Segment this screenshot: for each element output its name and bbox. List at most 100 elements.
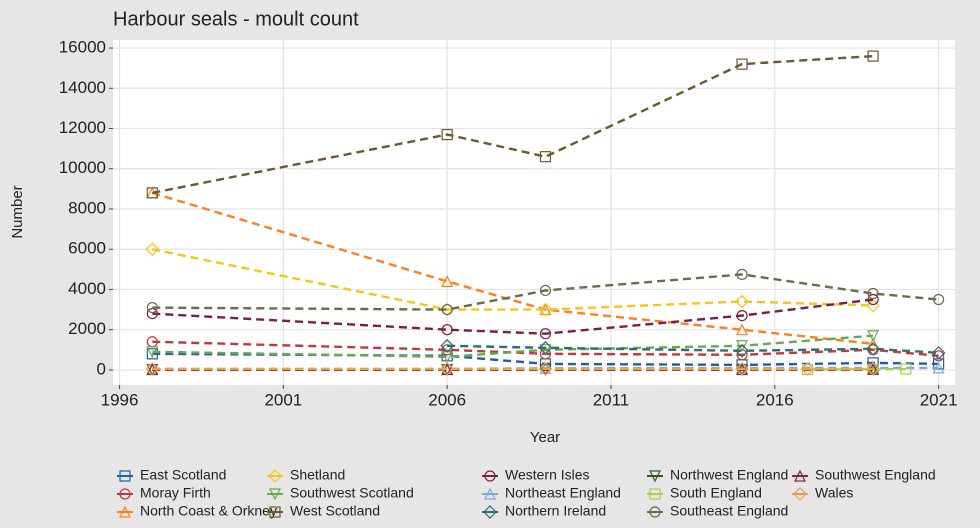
series-line [152, 366, 939, 371]
point [484, 487, 496, 500]
legend-label: West Scotland [290, 503, 380, 519]
point [440, 338, 455, 353]
point [146, 346, 159, 359]
legend-label: Northwest England [670, 467, 788, 483]
point [736, 323, 749, 336]
point [146, 301, 158, 314]
point [146, 187, 158, 199]
point [268, 469, 282, 483]
y-tick-label: 16000 [59, 38, 106, 57]
legend-label: East Scotland [140, 467, 226, 483]
point [867, 337, 880, 350]
y-tick-label: 2000 [68, 319, 106, 338]
y-tick-label: 4000 [68, 279, 106, 298]
point [484, 470, 496, 482]
point [649, 506, 661, 518]
y-tick-label: 10000 [59, 158, 106, 177]
series-line [152, 54, 874, 195]
series-line [447, 344, 939, 354]
x-tick-label: 2001 [264, 390, 302, 409]
plot-panel [113, 40, 955, 385]
x-tick-label: 2006 [428, 390, 466, 409]
point [145, 362, 160, 376]
point [932, 361, 945, 374]
point [735, 294, 749, 309]
legend-label: Moray Firth [140, 485, 211, 501]
legend-label: Northeast England [505, 485, 621, 501]
point [119, 470, 131, 482]
legend-label: Shetland [290, 467, 345, 483]
x-tick-label: 1996 [101, 390, 139, 409]
point [145, 242, 160, 257]
point [440, 362, 455, 376]
point [119, 488, 131, 500]
series-line [151, 191, 874, 345]
series-line [152, 334, 874, 359]
point [649, 470, 661, 483]
point [441, 324, 453, 336]
point [867, 330, 880, 343]
point [793, 487, 807, 501]
x-tick-label: 2021 [920, 390, 958, 409]
point [539, 344, 552, 357]
point [649, 488, 661, 500]
legend-label: South England [670, 485, 762, 501]
x-tick-label: 2016 [756, 390, 794, 409]
x-axis-label: Year [530, 429, 560, 446]
series-line [152, 298, 874, 335]
point [119, 505, 131, 518]
point [538, 362, 553, 376]
y-tick-label: 6000 [68, 239, 106, 258]
point [866, 298, 880, 313]
y-tick-label: 8000 [68, 198, 106, 217]
point [866, 341, 880, 356]
point [736, 309, 748, 322]
legend-label: Southwest England [815, 467, 936, 483]
point [736, 340, 749, 353]
y-tick-label: 14000 [59, 78, 106, 97]
point [931, 345, 946, 360]
point [538, 302, 553, 317]
legend-label: Northern Ireland [505, 503, 606, 519]
point [441, 275, 454, 287]
y-axis-label: Number [9, 185, 26, 238]
legend-label: Southeast England [670, 503, 788, 519]
point [441, 344, 453, 356]
point [269, 488, 281, 501]
point [735, 343, 749, 358]
point [441, 128, 453, 141]
point [933, 350, 945, 362]
point [441, 303, 453, 316]
point [735, 362, 749, 376]
series-line [152, 352, 939, 367]
series-line [152, 340, 939, 357]
y-tick-label: 12000 [59, 118, 106, 137]
chart-title: Harbour seals - moult count [113, 8, 359, 30]
legend-label: Western Isles [505, 467, 590, 483]
point [867, 293, 879, 306]
point [867, 50, 879, 62]
point [933, 293, 945, 306]
point [867, 287, 879, 300]
point [269, 506, 281, 518]
point [146, 348, 158, 360]
point [736, 268, 748, 280]
series-line [152, 248, 874, 311]
point [866, 362, 880, 376]
point [538, 340, 553, 355]
legend-label: Southwest Scotland [290, 485, 414, 501]
point [736, 58, 748, 70]
y-tick-label: 0 [97, 359, 106, 378]
point [800, 362, 815, 376]
point [539, 284, 552, 297]
point [900, 363, 912, 375]
legend-label: Wales [815, 485, 853, 501]
point [794, 469, 806, 482]
point [483, 505, 497, 519]
point [539, 328, 552, 340]
legend-label: North Coast & Orkney [140, 503, 277, 519]
point [539, 151, 552, 163]
series-line [152, 273, 939, 311]
x-tick-label: 2011 [593, 390, 630, 409]
